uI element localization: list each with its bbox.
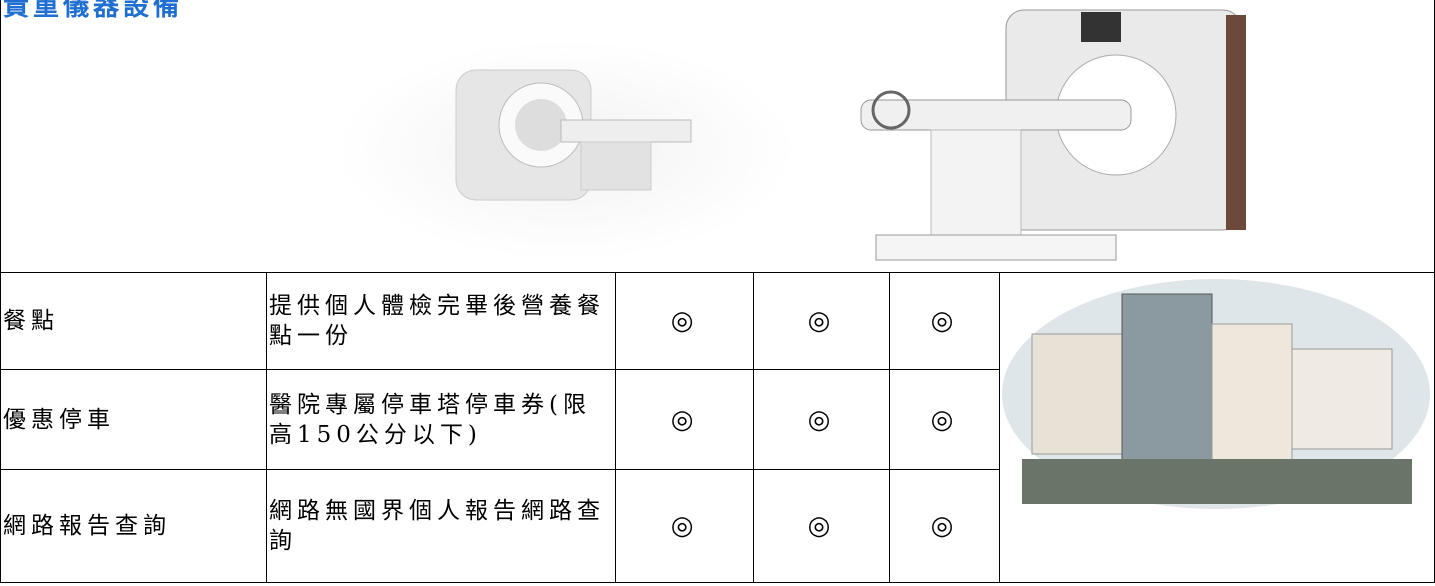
mark-cell: ◎ bbox=[615, 369, 754, 470]
item-description: 網路無國界個人報告網路查詢 bbox=[266, 469, 617, 583]
item-name: 餐點 bbox=[0, 272, 268, 370]
mark-cell: ◎ bbox=[889, 469, 1001, 583]
item-description: 醫院專屬停車塔停車券(限高150公分以下) bbox=[266, 369, 617, 470]
table-row: 網路報告查詢 網路無國界個人報告網路查詢 ◎ ◎ ◎ bbox=[0, 469, 1435, 583]
mark-cell: ◎ bbox=[889, 369, 1001, 470]
item-name: 優惠停車 bbox=[0, 369, 268, 470]
equipment-images bbox=[336, 9, 1246, 261]
service-table: 餐點 提供個人體檢完畢後營養餐點一份 ◎ ◎ ◎ 優惠停車 醫院專屬停車塔停車券(限高150… bbox=[0, 272, 1435, 583]
mark-cell: ◎ bbox=[889, 272, 1001, 370]
mark-cell: ◎ bbox=[752, 272, 891, 370]
hospital-image bbox=[1002, 278, 1431, 509]
mark-cell: ◎ bbox=[615, 469, 754, 583]
hospital-image-cell bbox=[999, 272, 1435, 583]
equipment-section: 貴重儀器設備 bbox=[0, 0, 1435, 273]
mark-cell: ◎ bbox=[752, 369, 891, 470]
mark-cell: ◎ bbox=[752, 469, 891, 583]
section-title: 貴重儀器設備 bbox=[3, 0, 184, 22]
table-row: 餐點 提供個人體檢完畢後營養餐點一份 ◎ ◎ ◎ bbox=[0, 272, 1435, 583]
mark-cell: ◎ bbox=[615, 272, 754, 370]
item-description: 提供個人體檢完畢後營養餐點一份 bbox=[266, 272, 617, 370]
table-row: 優惠停車 醫院專屬停車塔停車券(限高150公分以下) ◎ ◎ ◎ bbox=[0, 369, 1435, 470]
item-name: 網路報告查詢 bbox=[0, 469, 268, 583]
